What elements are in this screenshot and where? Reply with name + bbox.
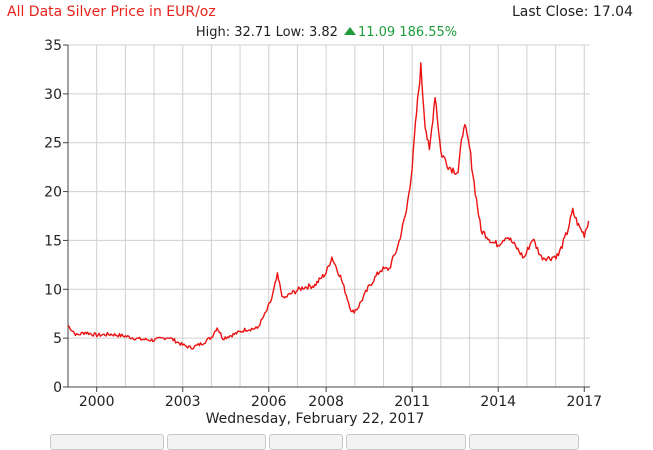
range-tab-1[interactable] <box>50 434 164 450</box>
y-tick-label: 5 <box>53 331 62 347</box>
y-tick-label: 30 <box>44 87 62 103</box>
x-tick-label: 2014 <box>480 394 516 410</box>
x-tick-label: 2003 <box>165 394 201 410</box>
x-tick-label: 2011 <box>394 394 430 410</box>
high-value: High: 32.71 <box>195 25 272 40</box>
low-value: Low: 3.82 <box>275 25 338 40</box>
range-tab-4[interactable] <box>346 434 466 450</box>
up-arrow-icon <box>343 27 356 35</box>
range-tab-2[interactable] <box>167 434 266 450</box>
y-tick-label: 20 <box>44 185 62 201</box>
date-caption: Wednesday, February 22, 2017 <box>205 411 425 427</box>
plot-area <box>68 45 590 387</box>
y-tick-label: 0 <box>53 380 62 396</box>
price-series-line <box>67 62 590 350</box>
range-tab-5[interactable] <box>469 434 579 450</box>
y-tick-label: 25 <box>44 136 62 152</box>
price-stats: High: 32.71 Low: 3.82 11.09 186.55% <box>0 25 653 40</box>
chart-title: All Data Silver Price in EUR/oz <box>7 4 216 20</box>
x-tick-label: 2008 <box>308 394 344 410</box>
x-tick-label: 2017 <box>566 394 602 410</box>
y-tick-label: 15 <box>44 233 62 249</box>
price-change: 11.09 186.55% <box>357 25 458 40</box>
x-tick-label: 2000 <box>79 394 115 410</box>
range-tab-3[interactable] <box>269 434 343 450</box>
x-tick-label: 2006 <box>251 394 287 410</box>
y-tick-label: 35 <box>44 38 62 54</box>
y-tick-label: 10 <box>44 282 62 298</box>
last-close: Last Close: 17.04 <box>512 4 633 20</box>
